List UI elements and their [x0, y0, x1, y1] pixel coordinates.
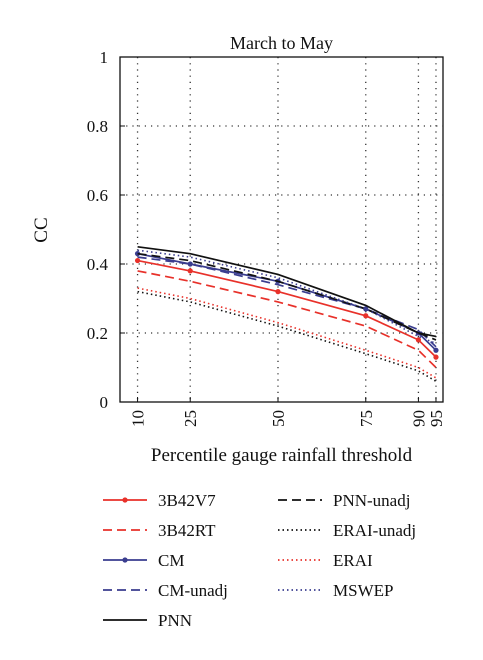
data-point [134, 251, 141, 257]
data-point [363, 313, 369, 319]
series-line-cm-unadj [137, 256, 437, 348]
data-point [187, 268, 193, 274]
data-point [415, 337, 422, 343]
x-tick-label: 90 [409, 410, 428, 427]
data-point [134, 257, 141, 264]
x-tick-label: 50 [269, 410, 288, 427]
series-line-3b42v7 [137, 259, 437, 358]
y-tick-label: 0.6 [87, 186, 108, 205]
legend: 3B42V7 3B42RT CM CM-unadj PNN PNN-unadj ERAI-u… [103, 491, 416, 630]
x-tick-label: 25 [181, 410, 200, 427]
x-axis-title: Percentile gauge rainfall threshold [151, 445, 413, 466]
y-axis-title: CC [31, 217, 52, 242]
data-point [187, 261, 193, 267]
series-line-pnn-unadj [137, 252, 437, 341]
data-point [433, 354, 439, 360]
legend-label: CM-unadj [158, 581, 228, 600]
data-point [363, 306, 369, 312]
legend-label: ERAI-unadj [333, 521, 416, 540]
series-line-mswep [137, 249, 437, 345]
x-tick-label: 95 [427, 410, 446, 427]
y-tick-label: 0.2 [87, 324, 108, 343]
y-tick-label: 0.4 [87, 255, 109, 274]
chart-title: March to May [230, 33, 333, 53]
x-tick-label: 75 [357, 410, 376, 427]
legend-marker [122, 557, 128, 563]
legend-label: 3B42RT [158, 521, 216, 540]
legend-label: ERAI [333, 551, 373, 570]
x-tick-label: 10 [129, 410, 148, 427]
data-point [433, 347, 439, 353]
grid-layer [120, 57, 443, 402]
legend-label: MSWEP [333, 581, 393, 600]
legend-label: 3B42V7 [158, 491, 216, 510]
data-point [275, 289, 281, 295]
legend-label: PNN [158, 611, 192, 630]
series-layer [134, 245, 439, 382]
legend-label: CM [158, 551, 184, 570]
plot-frame [119, 56, 444, 403]
series-line-3b42rt [137, 270, 437, 369]
y-tick-label: 1 [100, 48, 109, 67]
y-tick-label: 0 [100, 393, 109, 412]
legend-label: PNN-unadj [333, 491, 410, 510]
legend-marker [122, 497, 128, 503]
y-tick-label: 0.8 [87, 117, 108, 136]
